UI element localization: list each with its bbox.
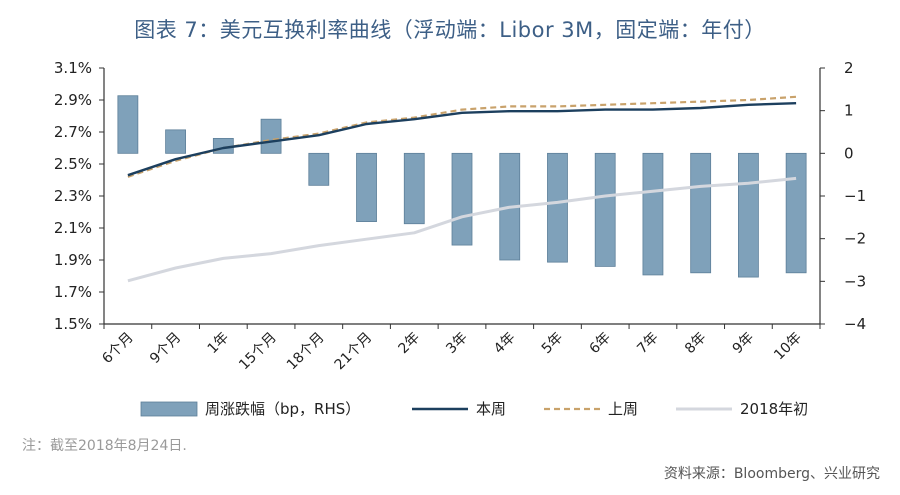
x-category-label: 15个月 [236,330,280,374]
bar-weekly-change [403,152,425,225]
left-tick-label: 1.9% [54,251,92,269]
bar-weekly-change [738,152,759,278]
x-category-label: 7年 [634,330,662,358]
left-axis: 1.5% 1.7% 1.9% 2.1% 2.3% 2.5% 2.7% 2.9% 3.1% [54,59,105,333]
x-category-label: 4年 [491,330,519,358]
bar-weekly-change [451,152,473,246]
right-tick-label: 2 [844,59,854,77]
left-tick-label: 2.1% [54,219,92,237]
footnote: 注：截至2018年8月24日. [22,438,187,454]
left-tick-label: 2.3% [54,187,92,205]
x-category-label: 1年 [205,330,233,358]
left-tick-label: 2.9% [54,91,92,109]
legend: 周涨跌幅（bp，RHS） 本周 上周 2018年初 [140,400,808,418]
right-tick-label: −2 [844,230,866,248]
bar-weekly-change [117,95,139,154]
right-tick-label: 1 [844,102,854,120]
legend-swatch-bars [140,401,198,417]
left-tick-label: 2.5% [54,155,92,173]
x-category-label: 10年 [771,330,805,364]
x-category-label: 8年 [682,330,710,358]
left-tick-label: 3.1% [54,59,92,77]
x-category-label: 21个月 [332,330,376,374]
bar-weekly-change [260,118,282,154]
bar-weekly-change [785,152,807,274]
left-tick-label: 1.7% [54,283,92,301]
right-tick-label: 0 [844,144,854,162]
legend-label-start-of-2018: 2018年初 [740,400,808,418]
x-category-label: 9个月 [147,330,184,367]
x-category-label: 3年 [443,330,471,358]
bar-weekly-change [690,152,712,274]
bar-weekly-change [547,152,568,263]
x-category-label: 5年 [539,330,567,358]
bar-weekly-change [642,152,664,276]
line-start-of-2018 [127,176,797,283]
x-category-label: 6个月 [99,330,136,367]
x-category-label: 18个月 [284,330,328,374]
left-tick-label: 2.7% [54,123,92,141]
left-tick-label: 1.5% [54,315,92,333]
legend-label-last-week: 上周 [608,400,638,418]
rate-lines [127,95,797,283]
right-tick-label: −1 [844,187,866,205]
bar-weekly-change [594,152,616,267]
bar-weekly-change [308,152,330,186]
line-this-week [127,102,797,177]
source-note: 资料来源：Bloomberg、兴业研究 [663,466,880,482]
right-axis: −4 −3 −2 −1 0 1 2 [819,59,866,333]
x-category-label: 6年 [587,330,615,358]
right-tick-label: −4 [844,315,866,333]
x-axis: 6个月 9个月 1年 15个月 18个月 21个月 2年 3年 4年 5年 6年 7年 8年 9年 10年 [99,323,821,374]
bar-weekly-change [165,129,187,154]
bar-weekly-change [356,152,377,222]
right-tick-label: −3 [844,272,866,290]
legend-label-bars: 周涨跌幅（bp，RHS） [205,400,360,418]
x-category-label: 9年 [730,330,758,358]
chart-title: 图表 7：美元互换利率曲线（浮动端：Libor 3M，固定端：年付） [134,18,766,42]
x-category-label: 2年 [396,330,424,358]
legend-label-this-week: 本周 [476,400,506,418]
